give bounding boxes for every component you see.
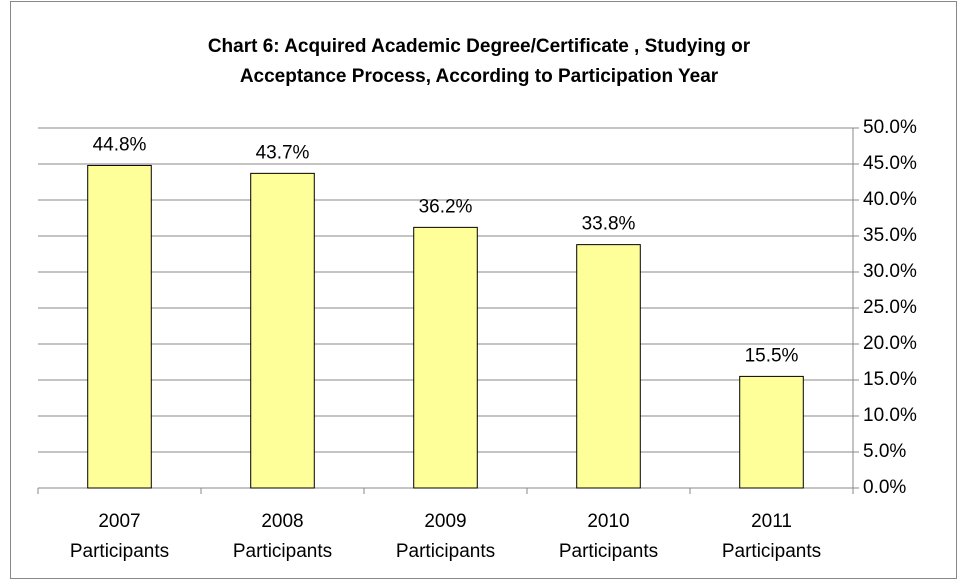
bar	[250, 172, 315, 489]
data-label: 43.7%	[256, 142, 310, 163]
bar	[576, 244, 641, 489]
y-tick-label: 25.0%	[863, 297, 917, 318]
x-tick-label: 2008 Participants	[233, 511, 332, 562]
data-label: 33.8%	[582, 214, 636, 235]
bar	[413, 226, 478, 489]
y-tick-label: 20.0%	[863, 333, 917, 354]
y-tick-label: 40.0%	[863, 189, 917, 210]
x-tick-label: 2011 Participants	[722, 511, 821, 562]
y-tick-label: 5.0%	[863, 441, 906, 462]
x-tick-label: 2010 Participants	[559, 511, 658, 562]
y-tick-label: 50.0%	[863, 117, 917, 138]
y-tick-label: 10.0%	[863, 405, 917, 426]
x-tick-label: 2009 Participants	[396, 511, 495, 562]
bar	[739, 375, 804, 489]
y-tick-label: 15.0%	[863, 369, 917, 390]
y-tick-label: 30.0%	[863, 261, 917, 282]
x-tick-label: 2007 Participants	[70, 511, 169, 562]
chart-title: Chart 6: Acquired Academic Degree/Certif…	[207, 36, 751, 87]
chart-frame	[10, 1, 957, 579]
y-tick-label: 0.0%	[863, 477, 906, 498]
y-tick-label: 35.0%	[863, 225, 917, 246]
data-label: 36.2%	[419, 196, 473, 217]
y-tick-label: 45.0%	[863, 153, 917, 174]
bar	[87, 164, 152, 489]
data-label: 44.8%	[93, 134, 147, 155]
data-label: 15.5%	[745, 345, 799, 366]
